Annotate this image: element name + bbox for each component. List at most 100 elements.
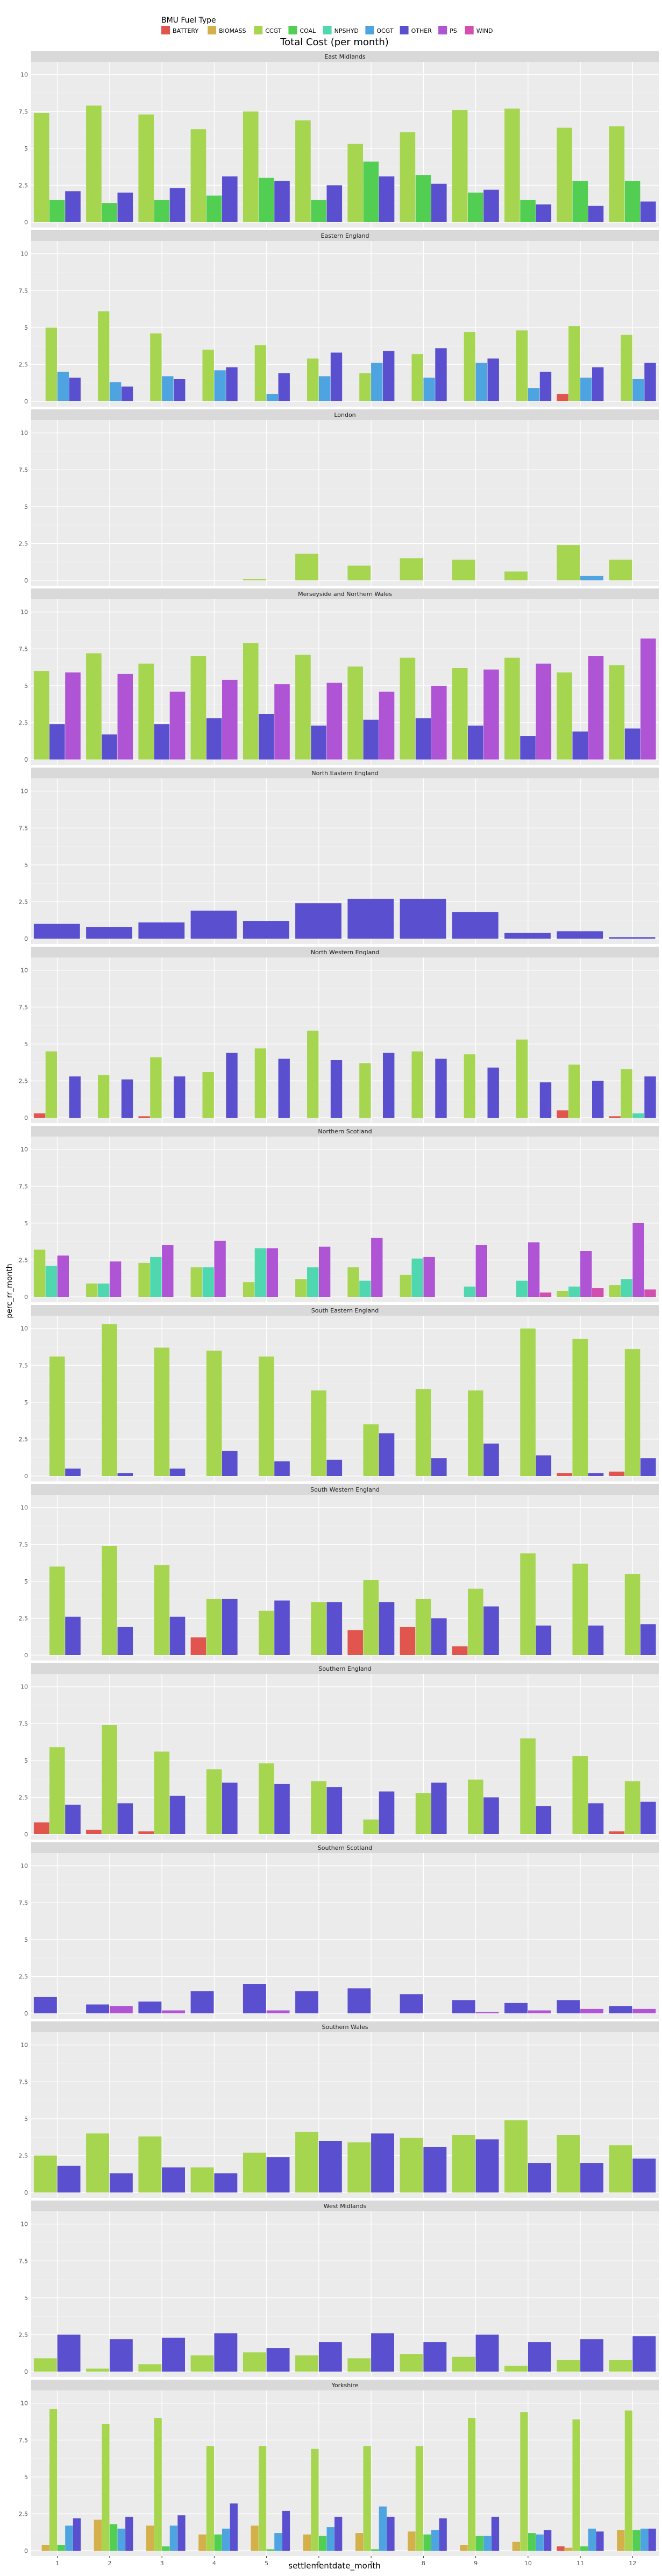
y-tick-label: 10: [20, 2400, 28, 2407]
bar-ccgt-month-3: [138, 2364, 162, 2372]
bar-ps-month-12: [640, 638, 656, 760]
bar-battery-month-12: [609, 1116, 621, 1118]
bar-other-month-3: [138, 2002, 162, 2013]
bar-ps-month-5: [266, 1248, 278, 1297]
bar-ocgt-month-12: [632, 379, 644, 401]
bar-other-month-9: [483, 1797, 499, 1834]
bar-ocgt-month-6: [326, 2527, 334, 2551]
bar-ccgt-month-9: [452, 559, 475, 580]
y-tick-label: 7.5: [19, 1362, 29, 1369]
bar-other-month-8: [431, 1783, 447, 1834]
bar-ccgt-month-6: [311, 1390, 326, 1476]
bar-ps-month-9: [475, 1245, 487, 1297]
bar-other-month-7: [347, 1988, 371, 2013]
legend-label-coal: COAL: [300, 27, 316, 34]
bar-other-month-11: [592, 367, 604, 401]
panel-south-eastern-england: South Eastern England 0 2.5 5 7.5 10: [19, 1305, 659, 1481]
bar-ps-month-9: [475, 2012, 499, 2013]
bar-ccgt-month-12: [609, 1285, 621, 1297]
bar-npshyd-month-7: [359, 1280, 371, 1297]
bar-coal-month-6: [318, 2536, 327, 2551]
bar-ocgt-month-11: [580, 576, 603, 580]
bar-other-month-2: [117, 1473, 133, 1476]
bar-ccgt-month-11: [572, 1756, 588, 1834]
bar-ccgt-month-8: [400, 2354, 423, 2372]
bar-ocgt-month-10: [528, 388, 540, 401]
y-tick-label: 5: [24, 2474, 28, 2481]
bar-ccgt-month-2: [102, 1324, 117, 1476]
x-tick-label: 10: [524, 2560, 532, 2567]
bar-ccgt-month-6: [307, 1031, 319, 1118]
bar-other-month-11: [557, 2000, 580, 2013]
bar-other-month-9: [487, 1067, 499, 1118]
bar-ccgt-month-2: [86, 2368, 109, 2372]
bar-other-month-5: [266, 2157, 290, 2192]
bar-ps-month-8: [431, 685, 447, 760]
bar-ps-month-3: [169, 691, 186, 760]
bar-ccgt-month-9: [452, 110, 468, 222]
legend-swatch-battery: [161, 26, 170, 34]
bar-ccgt-month-9: [468, 1390, 483, 1476]
bar-coal-month-12: [624, 181, 640, 222]
y-tick-label: 0: [24, 2010, 28, 2017]
bar-ccgt-month-5: [254, 1048, 267, 1118]
bar-ccgt-month-5: [243, 2152, 266, 2192]
bar-ps-month-9: [483, 669, 499, 760]
bar-ccgt-month-8: [400, 1274, 411, 1297]
facet-strip: [31, 2201, 659, 2211]
panel-west-midlands: West Midlands 0 2.5 5 7.5 10: [19, 2201, 659, 2377]
bar-other-month-8: [435, 348, 447, 401]
facet-strip: [31, 1126, 659, 1137]
bar-biomass-month-7: [355, 2533, 364, 2551]
bar-other-month-7: [371, 2333, 394, 2372]
bar-other-month-2: [86, 2004, 109, 2013]
facet-strip: [31, 2021, 659, 2032]
bar-battery-month-12: [609, 1471, 625, 1476]
y-tick-label: 2.5: [19, 719, 29, 726]
bar-other-month-12: [624, 728, 640, 760]
legend-swatch-ps: [438, 26, 447, 34]
y-tick-label: 0: [24, 1652, 28, 1659]
y-tick-label: 0: [24, 1473, 28, 1480]
bar-other-month-9: [475, 2139, 499, 2192]
bar-ocgt-month-11: [580, 378, 592, 401]
facet-label: East Midlands: [324, 53, 366, 60]
bar-ccgt-month-3: [138, 114, 154, 222]
bar-ccgt-month-1: [45, 1051, 58, 1118]
bar-other-month-6: [295, 903, 341, 939]
legend-swatch-ocgt: [365, 26, 374, 34]
bar-ccgt-month-1: [45, 327, 58, 401]
bar-other-month-6: [326, 1602, 343, 1655]
y-tick-label: 10: [20, 72, 28, 79]
bar-ccgt-month-3: [150, 1057, 162, 1118]
bar-other-month-3: [154, 724, 170, 760]
bar-ps-month-10: [528, 1242, 540, 1297]
bar-other-month-11: [588, 205, 604, 222]
facet-strip: [31, 51, 659, 62]
bar-ccgt-month-10: [504, 571, 528, 580]
bar-ccgt-month-7: [347, 565, 371, 580]
bar-ccgt-month-6: [295, 1279, 307, 1297]
bar-other-month-6: [330, 352, 343, 401]
y-tick-label: 2.5: [19, 1615, 29, 1622]
bar-ccgt-month-1: [33, 1250, 46, 1297]
bar-ccgt-month-7: [363, 1819, 379, 1834]
bar-biomass-month-9: [460, 2545, 468, 2551]
bar-ccgt-month-5: [243, 643, 259, 760]
bar-other-month-12: [632, 2158, 656, 2192]
bar-ocgt-month-4: [214, 370, 226, 401]
bar-ccgt-month-5: [243, 111, 259, 222]
bar-other-month-8: [435, 1059, 447, 1118]
bar-ccgt-month-11: [572, 2419, 580, 2551]
bar-wind-month-12: [644, 1289, 656, 1297]
y-tick-label: 2.5: [19, 1436, 29, 1443]
bar-ccgt-month-2: [86, 653, 102, 760]
bar-ccgt-month-1: [33, 2358, 57, 2372]
bar-ccgt-month-2: [98, 311, 110, 401]
facet-strip: [31, 1305, 659, 1316]
bar-other-month-4: [214, 2173, 238, 2192]
facet-label: Merseyside and Northern Wales: [298, 591, 392, 598]
bar-ps-month-4: [222, 679, 238, 760]
bar-ccgt-month-2: [86, 105, 102, 222]
panel-london: London 0 2.5 5 7.5 10: [19, 409, 659, 586]
